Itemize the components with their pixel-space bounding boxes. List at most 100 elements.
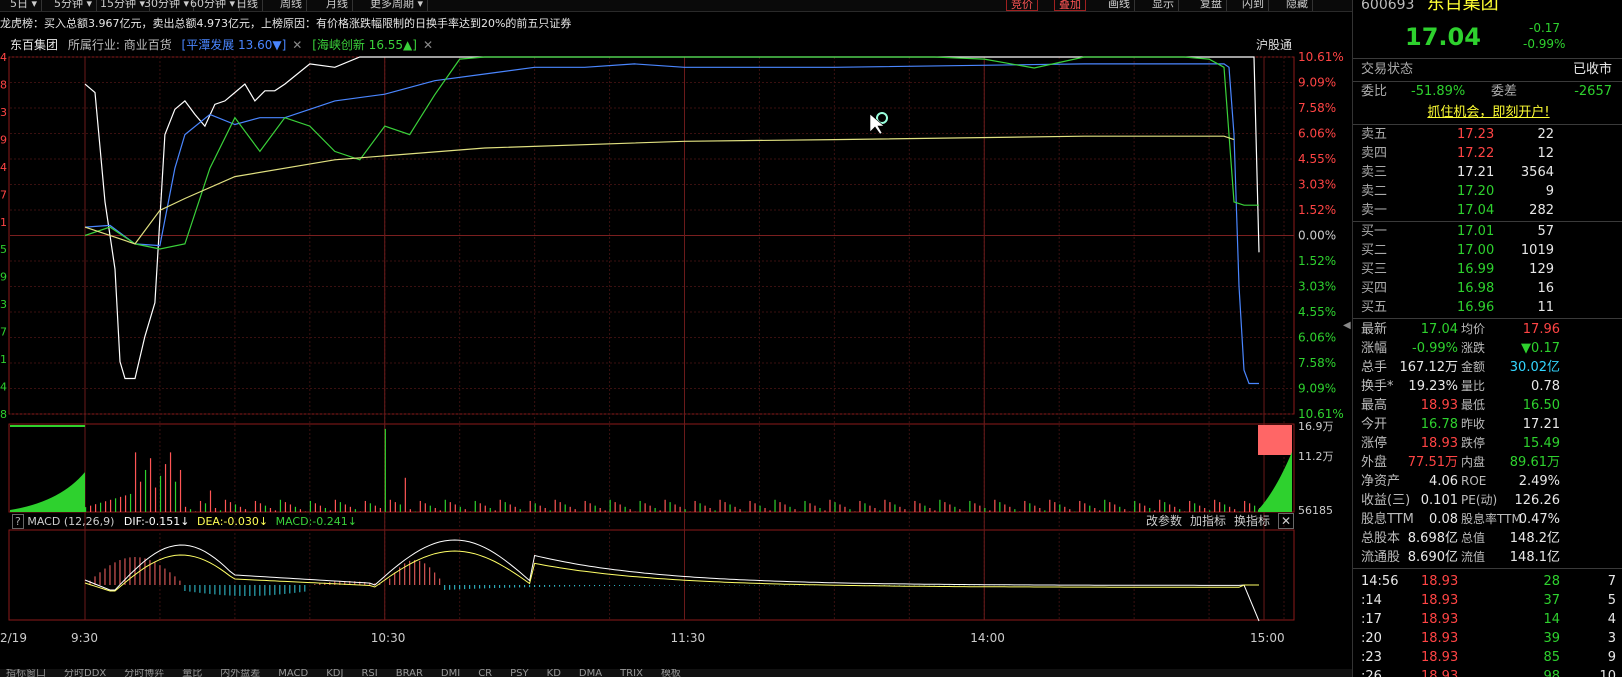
overlay-close-icon[interactable]: ✕ (292, 38, 303, 52)
bid-volume: 129 (1529, 262, 1554, 277)
period-button[interactable]: 5日 ▾ (6, 0, 43, 11)
toolbar-button[interactable]: 显示 (1148, 0, 1179, 11)
stat-row: 换手* 19.23% 量比 0.78 (1361, 377, 1616, 396)
indicator-tab[interactable]: KDJ (326, 669, 344, 677)
indicator-tab[interactable]: DMI (440, 669, 461, 677)
overlay-stock-haixia[interactable]: [海峡创新 16.55▲] (312, 38, 417, 52)
toolbar-button[interactable]: 叠加 (1054, 0, 1086, 11)
volume-bar (1054, 502, 1056, 512)
busy-cursor-icon (876, 112, 888, 124)
volume-bar (824, 510, 826, 512)
hsgt-label[interactable]: 沪股通 (1256, 38, 1293, 52)
indicator-tab[interactable]: 分时博弈 (124, 669, 165, 677)
volume-bar (669, 502, 671, 512)
stat-label: 量比 (1461, 379, 1486, 393)
period-button[interactable]: 5分钟 ▾ (50, 0, 98, 11)
indicator-tab[interactable]: BRAR (395, 669, 423, 677)
collapse-arrow-icon[interactable]: ◀ (1343, 320, 1351, 331)
help-icon[interactable]: ? (12, 514, 24, 529)
toolbar-button[interactable]: 画线 (1104, 0, 1135, 11)
indicator-tab[interactable]: TRIX (620, 669, 643, 677)
industry-label[interactable]: 所属行业: 商业百货 (67, 38, 172, 52)
stat-row: 收益(三) 0.101 PE(动) 126.26 (1361, 491, 1616, 510)
toolbar-button[interactable]: 复盘 (1196, 0, 1227, 11)
ask-label: 卖二 (1361, 184, 1388, 199)
intraday-chart[interactable]: 10.61% 9.09% 7.58% 6.06% 4.55% 3.03% 1.52% 0.00… (0, 52, 1345, 652)
period-button[interactable]: 月线 (322, 0, 353, 11)
volume-bar (779, 502, 781, 512)
volume-bar (684, 509, 686, 512)
period-button[interactable]: 周线 (276, 0, 307, 11)
period-button[interactable]: 15分钟 ▾ (96, 0, 151, 11)
volume-bar (864, 503, 866, 512)
tick-count: 4 (1607, 612, 1616, 627)
volume-bar (474, 500, 476, 512)
volume-bar (1064, 506, 1066, 512)
volume-bar (434, 507, 436, 512)
indicator-button[interactable]: 换指标 (1234, 514, 1271, 528)
indicator-button[interactable]: 加指标 (1190, 514, 1227, 528)
volume-bar (979, 505, 981, 512)
indicator-tab[interactable]: 模板 (660, 669, 681, 677)
volume-bar (109, 499, 112, 512)
volume-bar (834, 502, 836, 512)
indicator-tab[interactable]: 内外盘差 (220, 669, 261, 677)
period-button[interactable]: 日线 (232, 0, 263, 11)
volume-bar (94, 504, 97, 512)
left-axis-label: 7 (0, 326, 7, 339)
volume-bar (1099, 510, 1101, 512)
open-account-link[interactable]: 抓住机会，即刻开户! (1427, 105, 1550, 120)
axis-tick-label: 6.06% (1298, 331, 1336, 345)
volume-bar (954, 506, 956, 512)
volume-bar (1174, 506, 1176, 512)
volume-bar (384, 428, 386, 512)
volume-bar (1229, 506, 1231, 512)
volume-axis-label: 56185 (1298, 504, 1333, 517)
volume-bar (654, 507, 656, 512)
volume-bar (499, 499, 501, 512)
volume-bar (1159, 499, 1161, 512)
volume-bar (269, 507, 272, 512)
indicator-tab[interactable]: MACD (278, 669, 309, 677)
volume-bar (754, 503, 756, 512)
volume-bar (284, 502, 287, 512)
period-button[interactable]: 更多周期 ▾ (366, 0, 429, 11)
stat-value: 148.2亿 (1509, 531, 1560, 546)
tick-count: 5 (1607, 593, 1616, 608)
indicator-tab[interactable]: 指标窗口 (6, 669, 46, 677)
close-icon[interactable]: ✕ (1278, 513, 1295, 529)
indicator-tab[interactable]: DMA (578, 669, 603, 677)
volume-bar (199, 500, 202, 512)
indicator-tab[interactable]: PSY (510, 669, 529, 677)
volume-bar (229, 502, 232, 512)
toolbar-button[interactable]: 隐藏 (1282, 0, 1313, 11)
series-line (84, 63, 1259, 385)
left-axis-label: 8 (0, 78, 7, 91)
bid-volume: 16 (1537, 281, 1554, 296)
stat-label: 股息率TTM (1461, 512, 1522, 526)
period-button[interactable]: 30分钟 ▾ (140, 0, 195, 11)
period-button[interactable]: 60分钟 ▾ (186, 0, 241, 11)
indicator-button[interactable]: 改参数 (1146, 514, 1183, 528)
ask-price: 17.23 (1457, 127, 1495, 142)
volume-bar (934, 510, 936, 512)
toolbar-button[interactable]: 竞价 (1006, 0, 1038, 11)
stat-value: 0.08 (1429, 512, 1458, 527)
axis-tick-label: 0.00% (1298, 229, 1336, 243)
tick-time: :20 (1361, 631, 1382, 646)
volume-bar (264, 505, 267, 512)
indicator-tab[interactable]: CR (478, 669, 493, 677)
volume-bar (459, 506, 461, 512)
indicator-tab[interactable]: 分时DDX (64, 669, 107, 677)
volume-bar (1224, 504, 1226, 512)
volume-bar (379, 507, 381, 512)
ask-label: 卖四 (1361, 146, 1388, 161)
date-label: 2/19 (0, 631, 27, 645)
overlay-stock-pingtan[interactable]: [平潭发展 13.60▼] (181, 38, 287, 52)
overlay-close-icon[interactable]: ✕ (422, 38, 434, 52)
indicator-tab[interactable]: RSI (361, 669, 378, 677)
indicator-tab[interactable]: KD (546, 669, 561, 677)
toolbar-button[interactable]: 闪到 (1238, 0, 1269, 11)
stat-label: 流通股 (1361, 550, 1401, 565)
indicator-tab[interactable]: 量比 (182, 669, 203, 677)
